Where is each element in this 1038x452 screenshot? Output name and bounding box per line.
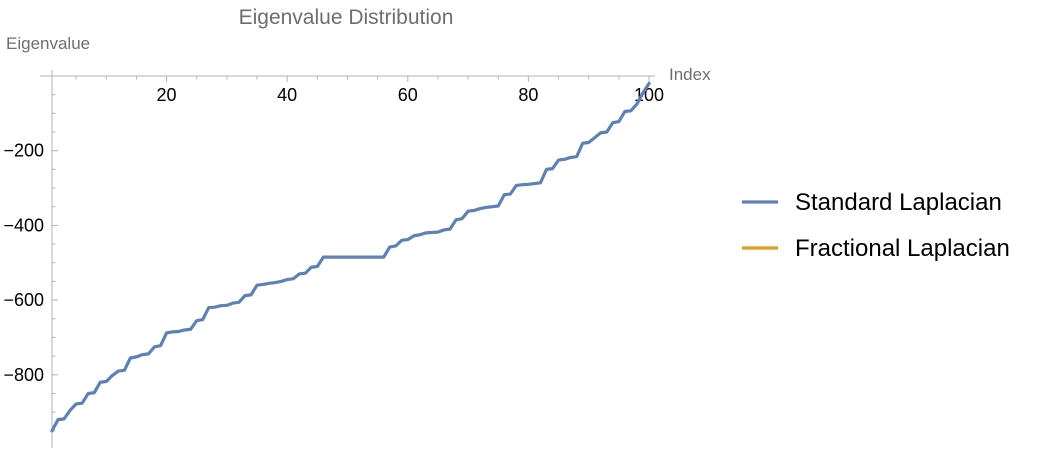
series-line-standard-laplacian (50, 81, 651, 433)
y-tick-label: −200 (3, 141, 44, 161)
x-tick-label: 60 (398, 85, 418, 105)
x-tick-label: 20 (157, 85, 177, 105)
plot-lines (50, 81, 651, 433)
x-tick-label: 80 (518, 85, 538, 105)
y-axis-label: Eigenvalue (6, 34, 90, 53)
y-tick-label: −600 (3, 290, 44, 310)
chart-title: Eigenvalue Distribution (239, 6, 454, 29)
legend-label-standard-laplacian: Standard Laplacian (795, 189, 1002, 216)
x-axis-label: Index (669, 65, 711, 84)
axes: 20 40 60 80 100 −200 −400 −600 −800 (3, 70, 664, 448)
x-tick-label: 40 (277, 85, 297, 105)
y-tick-label: −800 (3, 365, 44, 385)
legend: Standard Laplacian Fractional Laplacian (742, 189, 1010, 262)
y-tick-label: −400 (3, 215, 44, 235)
legend-label-fractional-laplacian: Fractional Laplacian (795, 235, 1010, 262)
x-tick-label: 100 (634, 85, 664, 105)
